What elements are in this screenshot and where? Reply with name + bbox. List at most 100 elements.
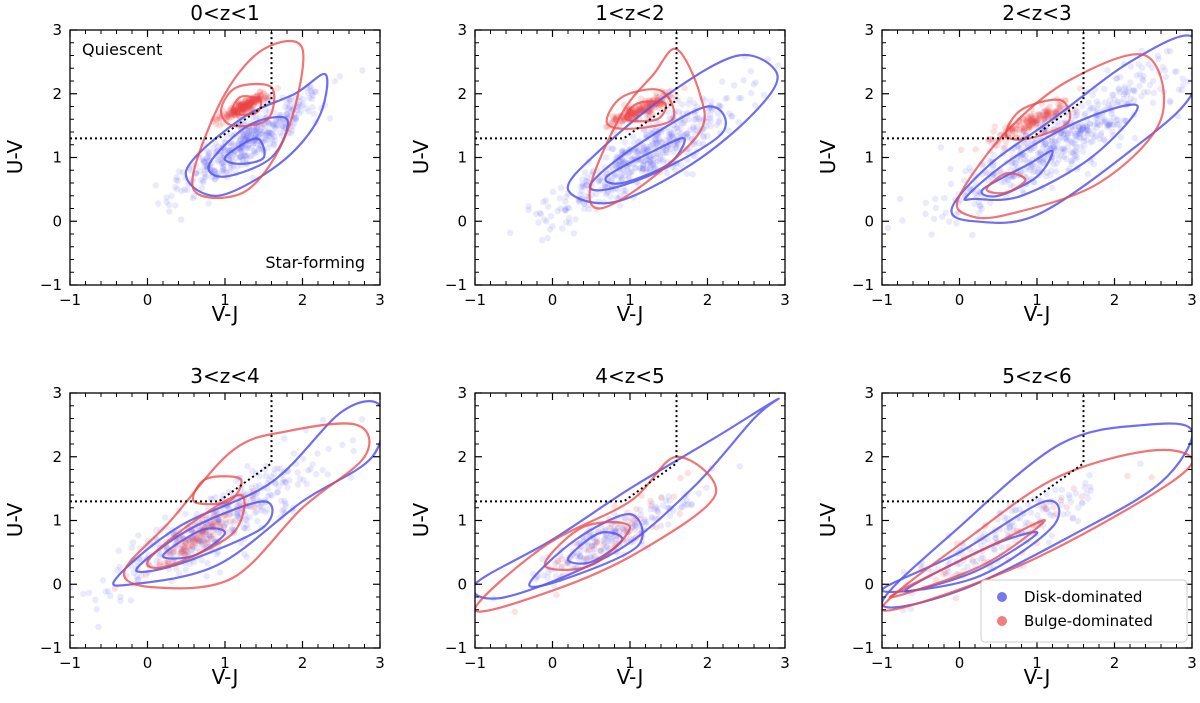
disk-point [662, 137, 670, 144]
disk-point [1074, 154, 1081, 161]
disk-point [1007, 166, 1014, 173]
disk-point [1101, 137, 1109, 145]
disk-point [632, 165, 639, 172]
disk-point [1089, 138, 1096, 145]
disk-point [1079, 125, 1087, 132]
y-tick-label: 0 [457, 212, 467, 230]
disk-point [135, 532, 142, 539]
disk-point [932, 204, 940, 212]
bulge-point [251, 98, 258, 105]
disk-point [1083, 124, 1091, 131]
bulge-point [244, 100, 251, 107]
disk-point [672, 142, 679, 149]
disk-point [127, 597, 135, 604]
disk-contour [223, 137, 266, 166]
bulge-point [233, 106, 241, 114]
bulge-point [200, 523, 207, 530]
disk-point [207, 521, 214, 528]
bulge-point [247, 102, 254, 110]
disk-point [1010, 527, 1017, 534]
disk-point [206, 531, 213, 539]
disk-point [693, 116, 700, 123]
bulge-point [1056, 104, 1063, 111]
disk-point [601, 539, 608, 546]
disk-point [303, 480, 310, 488]
bulge-point [238, 108, 246, 115]
disk-point [203, 535, 210, 542]
disk-point [267, 129, 274, 136]
bulge-point [260, 89, 267, 96]
disk-point [257, 130, 264, 138]
disk-point [1078, 499, 1086, 506]
disk-point [336, 73, 344, 80]
disk-point [258, 123, 266, 131]
disk-point [196, 536, 203, 543]
disk-point [1114, 121, 1121, 128]
x-tick-label: 3 [780, 291, 790, 309]
disk-point [607, 523, 615, 531]
disk-point [236, 138, 243, 145]
disk-point [977, 203, 984, 210]
disk-point [281, 119, 288, 127]
disk-point [617, 159, 625, 166]
bulge-point [1043, 107, 1050, 115]
disk-point [188, 546, 196, 553]
bulge-point [192, 537, 199, 544]
disk-point [219, 167, 226, 175]
disk-point [203, 173, 210, 180]
bulge-point [244, 100, 251, 107]
disk-point [638, 165, 645, 172]
legend: Disk-dominated Bulge-dominated [980, 579, 1188, 643]
disk-point [569, 547, 576, 555]
bulge-point [1033, 120, 1040, 127]
bulge-point [629, 109, 636, 117]
disk-point [311, 88, 318, 95]
disk-point [295, 101, 303, 108]
disk-point [233, 154, 240, 162]
disk-point [95, 623, 102, 631]
disk-point [307, 465, 314, 473]
bulge-point [228, 114, 236, 121]
disk-point [1077, 130, 1084, 137]
disk-point [253, 126, 260, 133]
disk-point [203, 155, 210, 162]
bulge-point [200, 537, 208, 544]
bulge-point [1012, 125, 1019, 132]
disk-point [675, 108, 682, 115]
disk-point [239, 157, 246, 164]
disk-point [1072, 490, 1080, 497]
bulge-point [246, 106, 253, 114]
disk-point [1067, 158, 1075, 165]
disk-point [632, 164, 639, 171]
disk-point [1077, 143, 1084, 150]
disk-point [613, 194, 621, 202]
disk-point [305, 467, 312, 474]
disk-point [297, 107, 305, 115]
disk-point [660, 156, 667, 163]
disk-point [1011, 507, 1018, 514]
disk-point [319, 416, 327, 424]
plot-area [70, 30, 366, 223]
disk-point [292, 116, 299, 123]
disk-point [1075, 518, 1082, 525]
disk-point [1075, 504, 1082, 511]
disk-point [1030, 496, 1037, 503]
disk-point [234, 511, 241, 518]
disk-point [251, 140, 258, 147]
disk-point [1140, 88, 1148, 96]
bulge-point [252, 98, 259, 106]
bulge-point [1044, 114, 1052, 121]
disk-point [184, 186, 191, 193]
disk-point [225, 488, 232, 496]
disk-point [647, 156, 654, 163]
disk-point [562, 205, 569, 213]
bulge-point [224, 113, 231, 121]
disk-point [216, 569, 224, 576]
disk-point [640, 161, 647, 169]
disk-point [227, 153, 234, 161]
disk-point [608, 536, 615, 543]
bulge-point [958, 146, 965, 153]
disk-point [20, 594, 26, 600]
y-tick-label: 0 [864, 212, 874, 230]
bulge-point [1024, 113, 1031, 120]
